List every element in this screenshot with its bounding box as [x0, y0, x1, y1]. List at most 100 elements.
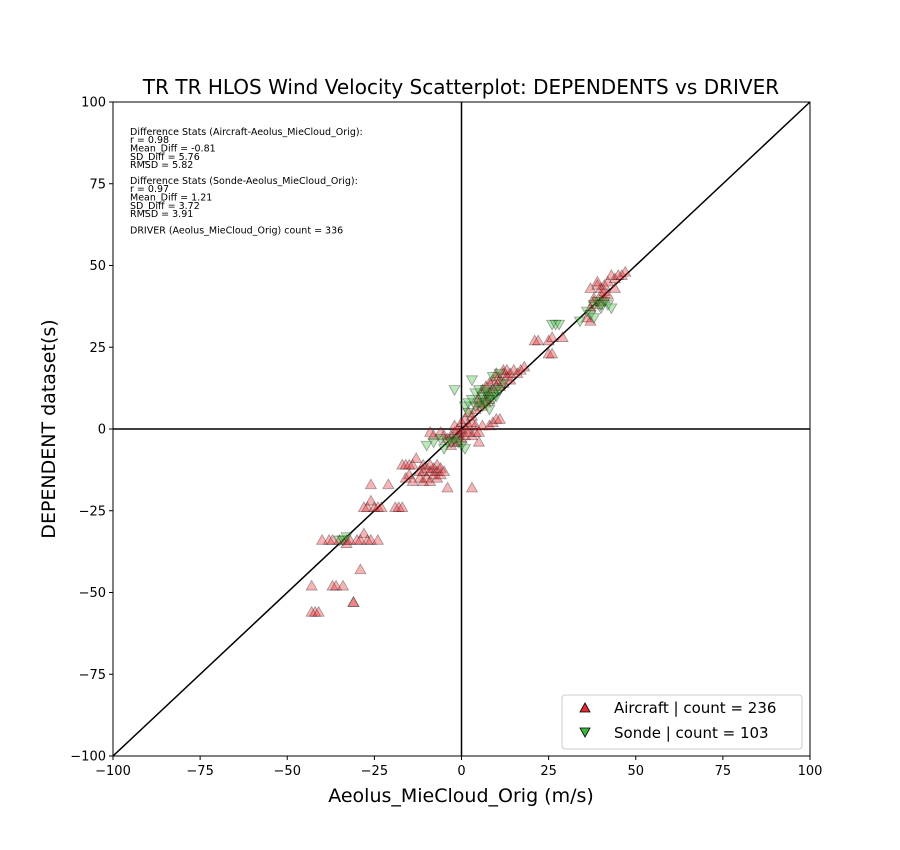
sonde-point: [483, 395, 496, 406]
aircraft-point: [399, 458, 412, 470]
aircraft-point: [451, 435, 465, 447]
aircraft-point: [403, 458, 416, 470]
aircraft-point: [441, 432, 454, 444]
sonde-point: [472, 398, 486, 410]
sonde-point: [580, 306, 594, 318]
aircraft-point: [371, 501, 385, 513]
aircraft-point: [591, 275, 604, 287]
aircraft-point: [364, 494, 378, 506]
sonde-point: [483, 404, 496, 416]
aircraft-point: [430, 458, 444, 470]
aircraft-point: [584, 314, 597, 326]
sonde-point: [490, 391, 503, 403]
annotation-driver-count: DRIVER (Aeolus_MieCloud_Orig) count = 33…: [130, 226, 343, 237]
aircraft-point: [465, 429, 479, 441]
sonde-point: [469, 401, 482, 413]
aircraft-point: [364, 533, 378, 545]
aircraft-point: [382, 478, 395, 490]
aircraft-point: [361, 501, 374, 513]
reference-lines: [112, 101, 811, 757]
aircraft-point: [465, 416, 479, 427]
sonde-point: [591, 296, 604, 308]
aircraft-point: [476, 419, 489, 431]
sonde-point: [476, 401, 489, 413]
aircraft-point: [619, 265, 632, 277]
sonde-point: [598, 296, 611, 308]
aircraft-point: [336, 579, 350, 591]
aircraft-point: [423, 425, 437, 437]
data-points: [305, 265, 632, 617]
aircraft-point: [340, 533, 353, 545]
sonde-point: [490, 385, 503, 397]
sonde-point: [451, 437, 465, 449]
aircraft-point: [476, 383, 489, 395]
aircraft-point: [455, 432, 468, 444]
aircraft-point: [448, 419, 461, 431]
aircraft-point: [598, 291, 611, 303]
aircraft-point: [399, 471, 412, 483]
aircraft-point: [601, 275, 615, 287]
y-tick-label: 25: [89, 341, 106, 356]
sonde-point: [448, 434, 461, 446]
sonde-point: [545, 319, 559, 331]
annotation-aircraft-rmsd: RMSD = 5.82: [130, 160, 193, 171]
aircraft-point: [357, 501, 371, 513]
aircraft-point: [479, 396, 493, 408]
aircraft-point: [423, 475, 437, 486]
sonde-point: [493, 368, 507, 380]
y-tick-label: 0: [98, 423, 106, 438]
aircraft-point: [472, 396, 486, 408]
x-tick-label: −100: [95, 764, 131, 779]
annotation-aircraft-header: Difference Stats (Aircraft-Aeolus_MieClo…: [130, 127, 363, 138]
aircraft-point: [500, 370, 513, 382]
sonde-point: [448, 385, 461, 397]
aircraft-point: [483, 393, 496, 405]
aircraft-point: [406, 458, 419, 470]
x-tick-label: 25: [540, 764, 557, 779]
aircraft-point: [396, 458, 409, 470]
y-axis-label: DEPENDENT dataset(s): [38, 319, 60, 538]
sonde-point: [594, 303, 608, 315]
sonde-point: [455, 440, 468, 452]
aircraft-point: [368, 501, 381, 513]
aircraft-point: [413, 471, 426, 483]
aircraft-point: [420, 461, 433, 473]
aircraft-point: [375, 501, 388, 513]
aircraft-point: [479, 380, 493, 392]
aircraft-point: [584, 301, 597, 313]
sonde-point: [434, 434, 447, 446]
sonde-point: [486, 395, 500, 406]
aircraft-point: [354, 533, 367, 545]
aircraft-point: [403, 468, 416, 480]
aircraft-point: [490, 370, 503, 382]
sonde-point: [444, 437, 458, 449]
aircraft-point: [347, 596, 360, 607]
aircraft-point: [305, 605, 318, 617]
aircraft-point: [594, 282, 608, 293]
legend-sonde-marker: [579, 727, 591, 738]
aircraft-point: [458, 429, 472, 441]
aircraft-point: [486, 383, 500, 395]
sonde-point: [497, 378, 510, 390]
aircraft-point: [458, 412, 472, 424]
annotation-aircraft-r: r = 0.98: [130, 135, 169, 146]
aircraft-point: [514, 363, 527, 375]
aircraft-point: [486, 373, 500, 385]
y-tick-label: −25: [79, 504, 106, 519]
aircraft-point: [518, 360, 531, 372]
sonde-point: [437, 444, 451, 455]
aircraft-point: [483, 386, 496, 398]
aircraft-point: [430, 465, 444, 477]
aircraft-point: [389, 501, 402, 513]
legend-aircraft-label: Aircraft | count = 236: [614, 699, 776, 717]
sonde-point: [486, 388, 500, 400]
sonde-point: [573, 316, 587, 328]
annotation-sonde-header: Difference Stats (Sonde-Aeolus_MieCloud_…: [130, 176, 358, 187]
aircraft-point: [490, 367, 503, 378]
aircraft-point: [545, 347, 559, 359]
x-tick-label: 0: [457, 764, 465, 779]
aircraft-point: [430, 471, 444, 483]
aircraft-point: [612, 269, 625, 280]
sonde-point: [340, 532, 353, 544]
